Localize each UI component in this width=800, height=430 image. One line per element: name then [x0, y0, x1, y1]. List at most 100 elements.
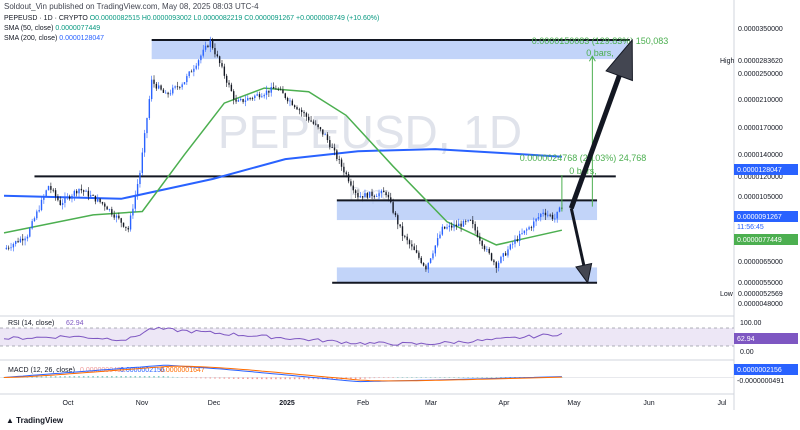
candle-body	[120, 218, 122, 223]
sma50-price-tag: 0.0000077449	[737, 237, 782, 244]
macd-histogram-bar	[476, 377, 479, 378]
candle-body	[540, 213, 542, 218]
candle-body	[143, 133, 146, 153]
macd-pane[interactable]: MACD (12, 26, close) 0.0000000491 0.0000…	[0, 364, 734, 383]
macd-histogram-bar	[481, 377, 483, 378]
macd-histogram-bar	[101, 376, 104, 378]
sma200-price-tag: 0.0000128047	[737, 167, 782, 174]
candle-body	[78, 188, 80, 194]
candle-body	[282, 89, 284, 94]
measure-tools: 0.0000150083 (129.83%) 150,083 0 bars, 0…	[520, 36, 668, 212]
macd-histogram-bar	[289, 377, 291, 380]
macd-histogram-bar	[256, 377, 258, 380]
candle-body	[368, 191, 371, 198]
sma200-legend-row[interactable]: SMA (200, close) 0.0000128047	[4, 34, 379, 44]
macd-histogram-bar	[40, 376, 43, 378]
candle-body	[432, 253, 434, 259]
price-tick-label: 0.0000048000	[738, 301, 783, 308]
candle-body	[558, 207, 561, 212]
candle-body	[291, 100, 294, 106]
candle-body	[465, 220, 467, 222]
candle-body	[434, 245, 437, 254]
candle-body	[390, 197, 392, 203]
macd-histogram-bar	[284, 377, 287, 380]
candle-body	[129, 215, 132, 230]
candle-body	[258, 94, 261, 98]
symbol-row[interactable]: PEPEUSD · 1D · CRYPTO O0.0000082515 H0.0…	[4, 14, 379, 24]
candle-body	[127, 227, 129, 230]
price-axis[interactable]: 0.0000350000 0.0000250000 0.0000210000 0.00…	[720, 26, 798, 385]
candle-body	[87, 190, 90, 197]
macd-histogram-bar	[68, 376, 71, 378]
candle-body	[319, 127, 322, 130]
candle-body	[272, 86, 275, 89]
time-tick-label: May	[567, 400, 581, 407]
candle-body	[357, 193, 359, 198]
macd-histogram-bar	[87, 376, 90, 378]
candle-body	[19, 238, 22, 243]
candle-body	[448, 225, 451, 228]
candle-body	[502, 253, 504, 257]
candle-body	[261, 96, 263, 98]
upper-measure-arrowhead	[588, 55, 596, 62]
candle-body	[385, 192, 387, 196]
macd-histogram-bar	[331, 377, 333, 380]
candle-body	[111, 209, 113, 215]
macd-histogram-bar	[373, 377, 376, 379]
macd-histogram-bar	[78, 376, 80, 378]
candle-body	[188, 71, 190, 77]
candle-body	[162, 89, 165, 93]
macd-histogram-bar	[54, 376, 57, 378]
macd-histogram-bar	[279, 377, 282, 380]
candle-body	[115, 215, 118, 218]
candle-body	[549, 214, 551, 216]
macd-histogram-bar	[425, 377, 427, 378]
candle-body	[312, 121, 315, 124]
macd-histogram-bar	[190, 377, 193, 379]
candle-body	[394, 212, 397, 216]
candle-body	[507, 249, 509, 256]
high-marker-value: 0.0000283620	[738, 58, 783, 65]
time-tick-label: Nov	[136, 400, 149, 407]
candle-body	[26, 236, 29, 239]
candle-body	[230, 84, 233, 92]
macd-histogram-bar	[509, 377, 512, 378]
candle-body	[547, 214, 549, 216]
candle-body	[179, 86, 181, 88]
high-marker-label: High	[720, 58, 735, 65]
time-tick-label: 2025	[279, 400, 295, 407]
candle-body	[460, 223, 462, 227]
macd-histogram-bar	[82, 376, 85, 378]
candle-body	[45, 190, 47, 197]
zone-lower	[336, 267, 598, 283]
candle-body	[476, 230, 479, 237]
candle-body	[533, 221, 535, 228]
candle-body	[244, 100, 247, 102]
macd-histogram-bar	[406, 377, 408, 378]
candle-body	[118, 215, 120, 219]
candle-body	[240, 99, 242, 101]
candle-body	[43, 196, 45, 200]
candle-body	[218, 56, 221, 64]
candle-body	[404, 235, 406, 237]
candle-body	[47, 186, 50, 191]
macd-histogram-bar	[115, 376, 118, 378]
candle-body	[275, 88, 277, 90]
sma50-legend-row[interactable]: SMA (50, close) 0.0000077449	[4, 24, 379, 34]
macd-histogram-bar	[443, 377, 446, 378]
rsi-pane[interactable]: RSI (14, close) 62.94	[0, 320, 734, 347]
macd-histogram-bar	[397, 377, 399, 378]
tradingview-logo[interactable]: ▲ TradingView	[6, 416, 63, 425]
candle-body	[387, 195, 390, 198]
candle-body	[251, 97, 254, 99]
projection-arrow-head	[575, 262, 593, 285]
macd-histogram-bar	[3, 377, 5, 378]
time-axis[interactable]: Oct Nov Dec 2025 Feb Mar Apr May Jun Jul	[63, 400, 727, 407]
rsi-line	[3, 326, 563, 346]
macd-histogram-bar	[457, 377, 460, 378]
candle-body	[15, 241, 17, 244]
candle-body	[202, 49, 204, 56]
candle-body	[141, 152, 143, 173]
macd-value-tag: 0.0000002156	[737, 367, 782, 374]
